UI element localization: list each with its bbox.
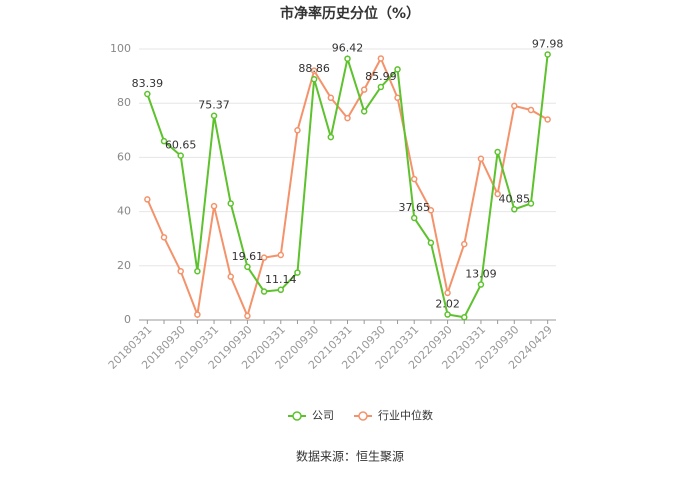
point [244, 263, 251, 271]
point [144, 196, 151, 203]
point [210, 202, 218, 210]
point [427, 206, 435, 214]
point [410, 175, 418, 183]
point [444, 289, 451, 297]
y-tick-label: 100 [110, 42, 131, 55]
data-label: 88.86 [298, 62, 330, 75]
point [177, 267, 184, 275]
point [410, 214, 418, 222]
point [294, 269, 301, 276]
point [477, 155, 485, 163]
point [527, 106, 535, 114]
data-label: 96.42 [332, 42, 364, 55]
point [494, 148, 501, 156]
point [160, 234, 168, 241]
legend: 公司 行业中位数 [288, 408, 433, 422]
data-label: 40.85 [499, 192, 531, 205]
point [310, 67, 318, 74]
point [444, 311, 451, 318]
point [544, 116, 551, 123]
data-label: 97.98 [532, 37, 564, 50]
point [511, 206, 518, 213]
data-label: 13.09 [465, 268, 497, 281]
point [160, 137, 168, 145]
point [377, 83, 385, 91]
point [327, 94, 335, 102]
point [394, 66, 401, 73]
data-label: 19.61 [232, 250, 264, 263]
data-label: 60.65 [165, 139, 197, 152]
point [527, 200, 535, 207]
y-tick-label: 0 [124, 313, 131, 326]
point [227, 273, 234, 280]
y-tick-label: 60 [117, 150, 131, 163]
point [344, 55, 351, 62]
point [310, 75, 318, 83]
data-label: 85.99 [365, 70, 397, 83]
point [327, 133, 335, 141]
point [360, 108, 368, 115]
y-tick-label: 80 [117, 96, 131, 109]
legend-label: 公司 [312, 409, 334, 422]
chart-title: 市净率历史分位（%） [280, 5, 420, 22]
data-label: 83.39 [132, 77, 164, 90]
point [144, 90, 151, 98]
point [277, 286, 285, 294]
point [377, 55, 385, 62]
y-tick-label: 40 [117, 205, 131, 218]
point [360, 86, 368, 93]
data-label: 2.02 [435, 298, 460, 311]
point [177, 152, 184, 159]
point [194, 267, 201, 275]
point [260, 254, 268, 261]
point [244, 312, 251, 320]
point [394, 94, 401, 102]
point [494, 190, 501, 198]
point [294, 127, 301, 134]
point [344, 114, 351, 122]
legend-marker [292, 411, 302, 421]
point [260, 288, 268, 295]
point [277, 251, 285, 259]
point [427, 239, 435, 247]
data-label: 75.37 [198, 99, 230, 112]
legend-label: 行业中位数 [378, 408, 433, 422]
point [544, 51, 551, 58]
point [461, 240, 468, 248]
point [477, 281, 485, 288]
point [194, 311, 201, 318]
point [461, 314, 468, 321]
legend-marker [358, 411, 368, 421]
point [227, 200, 234, 207]
point [210, 112, 218, 119]
source: 数据来源：恒生聚源 [296, 449, 404, 464]
data-label: 37.65 [398, 201, 430, 214]
point [511, 102, 518, 110]
y-tick-label: 20 [117, 259, 131, 272]
data-label: 11.14 [265, 273, 297, 286]
